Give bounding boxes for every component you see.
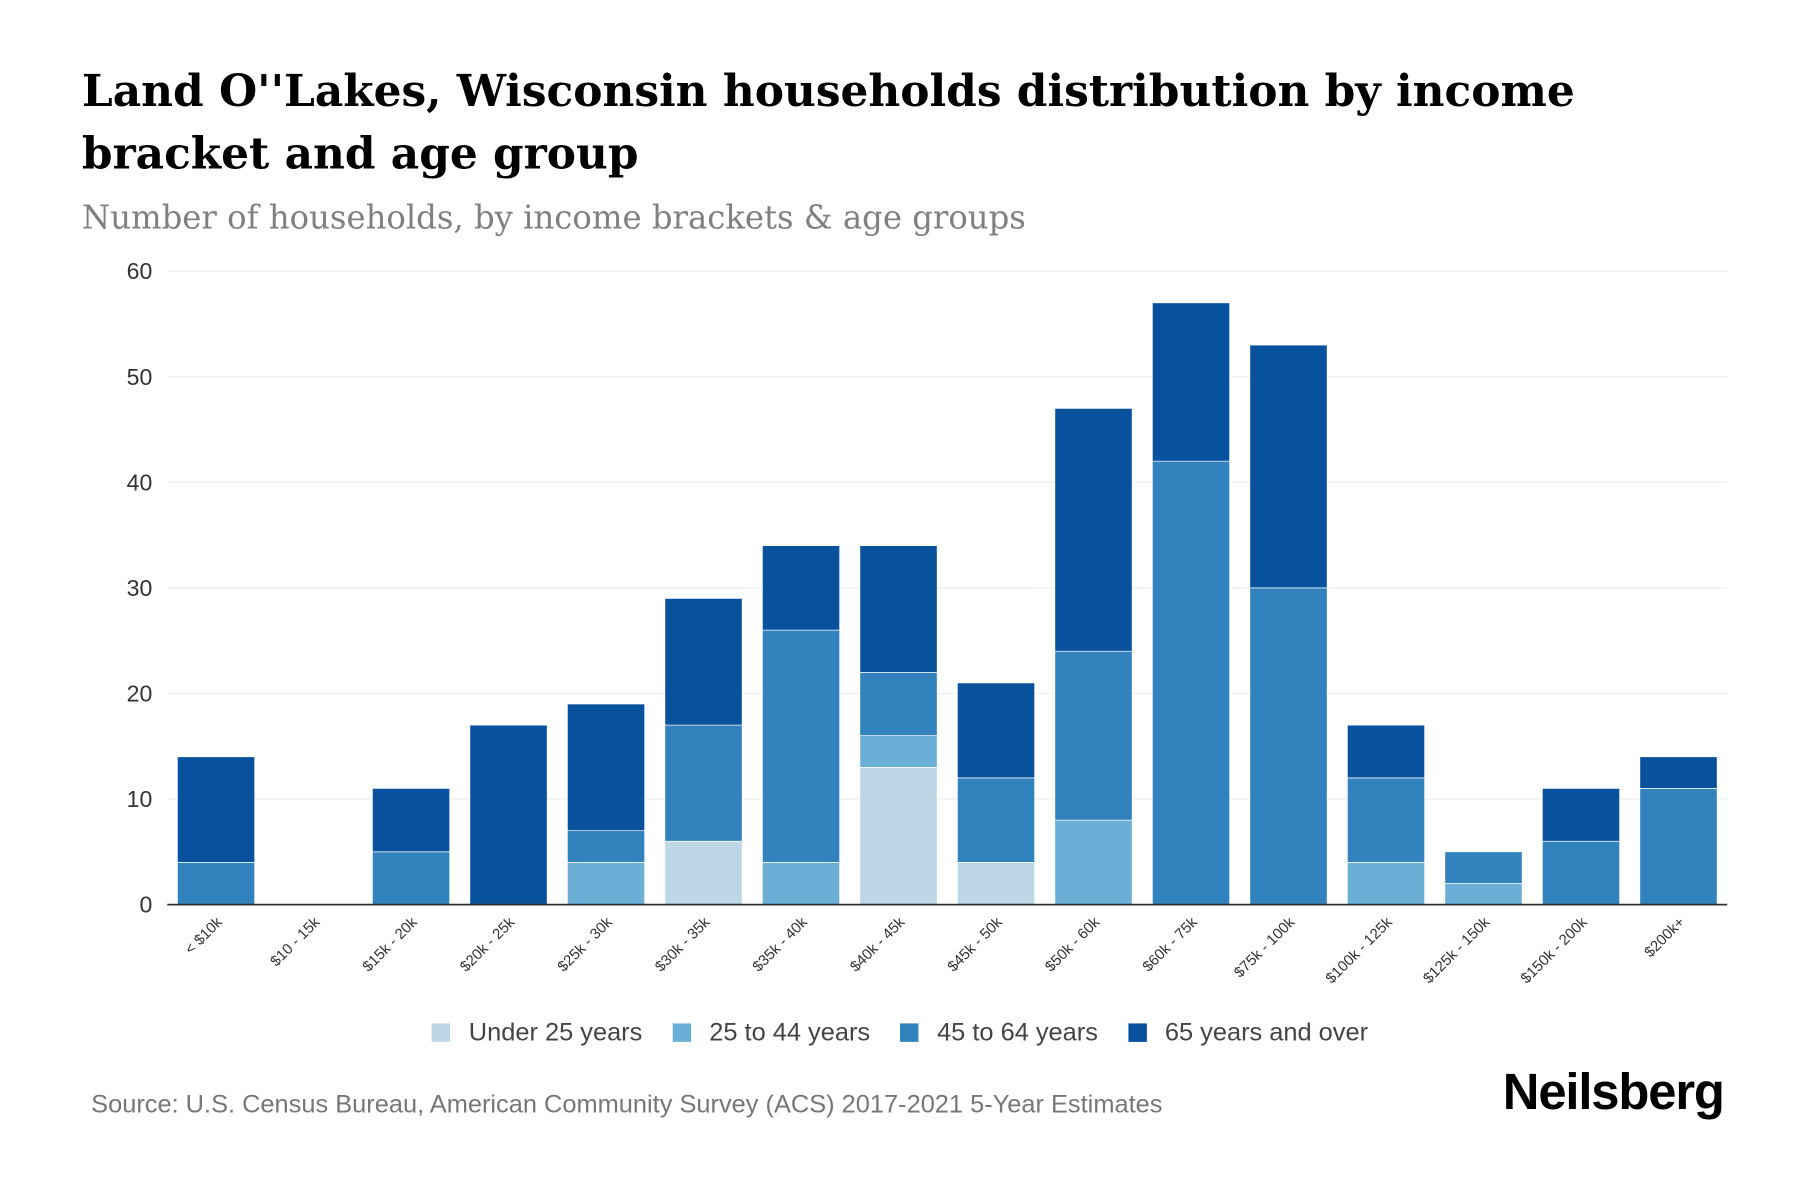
legend-label: Under 25 years: [468, 1017, 643, 1047]
bar-segment: [957, 862, 1036, 905]
bar-segment: [664, 724, 743, 842]
bar-segment: [567, 703, 646, 832]
bar-segment: [1054, 650, 1133, 821]
x-tick-label: $125k - 150k: [1420, 913, 1494, 987]
y-tick-label: 50: [127, 364, 153, 390]
bar-segment: [567, 830, 646, 863]
bar-segment: [1444, 851, 1523, 884]
bar-segment: [1347, 862, 1426, 905]
bar-segment: [1054, 408, 1133, 652]
bar-segment: [957, 777, 1036, 863]
bar-segment: [1054, 819, 1133, 905]
chart-title: Land O''Lakes, Wisconsin households dist…: [81, 64, 1575, 179]
bar-segment: [1152, 460, 1231, 905]
legend-label: 45 to 64 years: [937, 1017, 1098, 1047]
x-tick-label: $100k - 125k: [1322, 913, 1396, 987]
legend-swatch: [1127, 1023, 1147, 1042]
y-tick-label: 0: [139, 892, 152, 918]
x-tick-label: $25k - 30k: [554, 913, 616, 975]
stacked-bar-chart: 0 10 20 30 40 50 60 < $10k $10 - 15k $15k - 20k $2…: [127, 258, 1728, 987]
bar-segment: [957, 682, 1036, 779]
y-tick-label: 30: [127, 575, 153, 601]
bar-segment: [1444, 883, 1523, 905]
source-note: Source: U.S. Census Bureau, American Com…: [91, 1089, 1163, 1119]
bar-segment: [1347, 777, 1426, 863]
bar-segment: [372, 788, 451, 853]
bar-segment: [1347, 724, 1426, 779]
x-tick-label: $15k - 20k: [359, 913, 421, 975]
legend-label: 65 years and over: [1164, 1017, 1369, 1047]
bar-segment: [859, 766, 938, 905]
bar-segment: [1639, 756, 1718, 789]
x-tick-label: < $10k: [182, 913, 226, 957]
bar-segment: [469, 724, 548, 905]
bar-segment: [664, 840, 743, 905]
legend-item: 25 to 44 years: [672, 1018, 870, 1048]
x-tick-label: $35k - 40k: [749, 913, 811, 975]
legend: Under 25 years 25 to 44 years 45 to 64 yea…: [0, 1018, 1800, 1048]
chart-subtitle: Number of households, by income brackets…: [81, 198, 1026, 237]
bar-segment: [1152, 302, 1231, 462]
legend-swatch: [900, 1023, 919, 1042]
x-tick-label: $30k - 35k: [652, 913, 714, 975]
legend-item: Under 25 years: [431, 1017, 643, 1048]
y-tick-label: 40: [127, 469, 153, 495]
x-tick-label: $200k+: [1641, 914, 1688, 961]
bar-segment: [1249, 587, 1328, 905]
x-tick-label: $45k - 50k: [944, 913, 1006, 975]
neilsberg-logo: Neilsberg: [1502, 1063, 1725, 1121]
bar-segment: [1541, 788, 1620, 842]
bar-segment: [1541, 840, 1620, 905]
bar-segment: [859, 671, 938, 737]
bar-segment: [664, 598, 743, 726]
y-tick-label: 10: [127, 786, 153, 812]
legend-swatch: [672, 1023, 691, 1042]
legend-item: 65 years and over: [1127, 1017, 1369, 1048]
bar-segment: [859, 545, 938, 673]
x-tick-label: $50k - 60k: [1042, 913, 1104, 975]
x-tick-label: $150k - 200k: [1517, 913, 1591, 987]
legend-swatch: [431, 1023, 451, 1042]
bar-segment: [177, 862, 256, 905]
bar-segment: [1249, 344, 1328, 589]
x-tick-label: $20k - 25k: [457, 913, 519, 975]
bar-segment: [762, 862, 841, 905]
x-tick-label: $10 - 15k: [267, 913, 324, 970]
x-tick-label: $40k - 45k: [847, 913, 909, 975]
x-tick-label: $75k - 100k: [1231, 913, 1299, 981]
bar-segment: [859, 735, 938, 768]
y-tick-label: 20: [127, 681, 153, 707]
bar-segment: [762, 629, 841, 863]
y-tick-label: 60: [127, 258, 153, 284]
bar-segment: [567, 862, 646, 905]
bar-segment: [372, 851, 451, 905]
bar-segment: [762, 545, 841, 631]
legend-item: 45 to 64 years: [900, 1018, 1098, 1048]
bar-segment: [1639, 788, 1718, 905]
bar-segment: [177, 756, 256, 863]
legend-label: 25 to 44 years: [709, 1017, 871, 1047]
x-tick-label: $60k - 75k: [1139, 913, 1201, 975]
